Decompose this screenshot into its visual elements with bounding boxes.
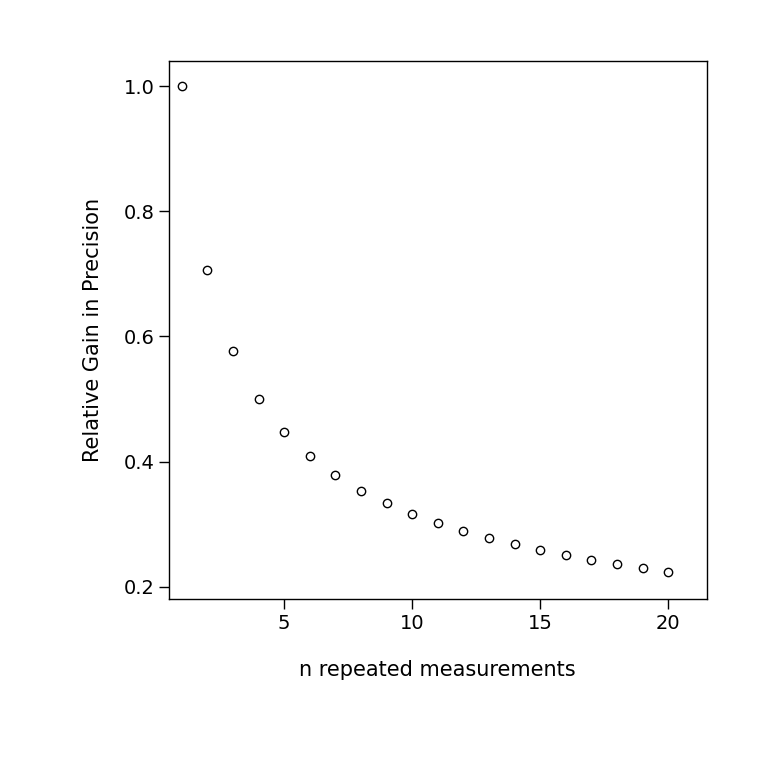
X-axis label: n repeated measurements: n repeated measurements (300, 660, 576, 680)
Y-axis label: Relative Gain in Precision: Relative Gain in Precision (83, 198, 103, 462)
